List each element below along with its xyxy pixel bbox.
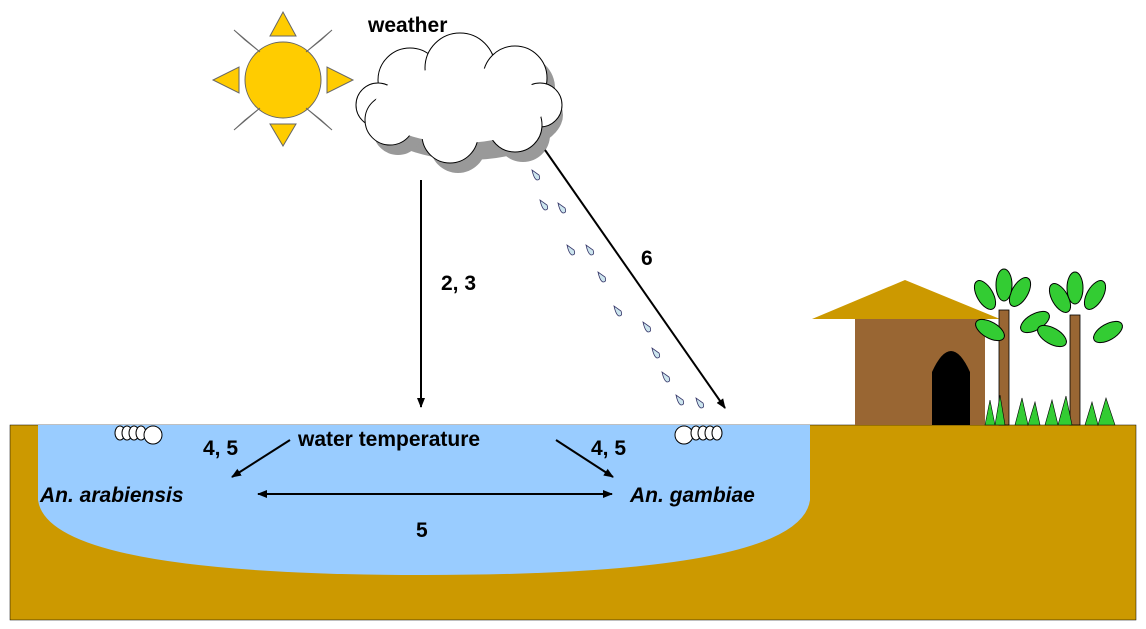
sun	[211, 10, 355, 147]
label: 4, 5	[591, 437, 626, 460]
arrow	[231, 439, 291, 478]
raindrops	[531, 169, 705, 409]
label: water temperature	[297, 428, 480, 451]
arrow	[544, 149, 726, 409]
cloud	[355, 32, 563, 173]
arrow	[555, 439, 614, 478]
trees	[973, 268, 1123, 427]
label: 4, 5	[203, 437, 238, 460]
larva	[674, 425, 723, 445]
label: 6	[641, 247, 653, 270]
hut	[812, 280, 1000, 425]
label: 5	[416, 519, 428, 542]
label: 2, 3	[441, 272, 476, 295]
pond	[38, 425, 810, 575]
label: An. gambiae	[629, 484, 755, 507]
larva	[114, 425, 163, 445]
label: An. arabiensis	[39, 484, 184, 507]
label: weather	[367, 14, 447, 37]
